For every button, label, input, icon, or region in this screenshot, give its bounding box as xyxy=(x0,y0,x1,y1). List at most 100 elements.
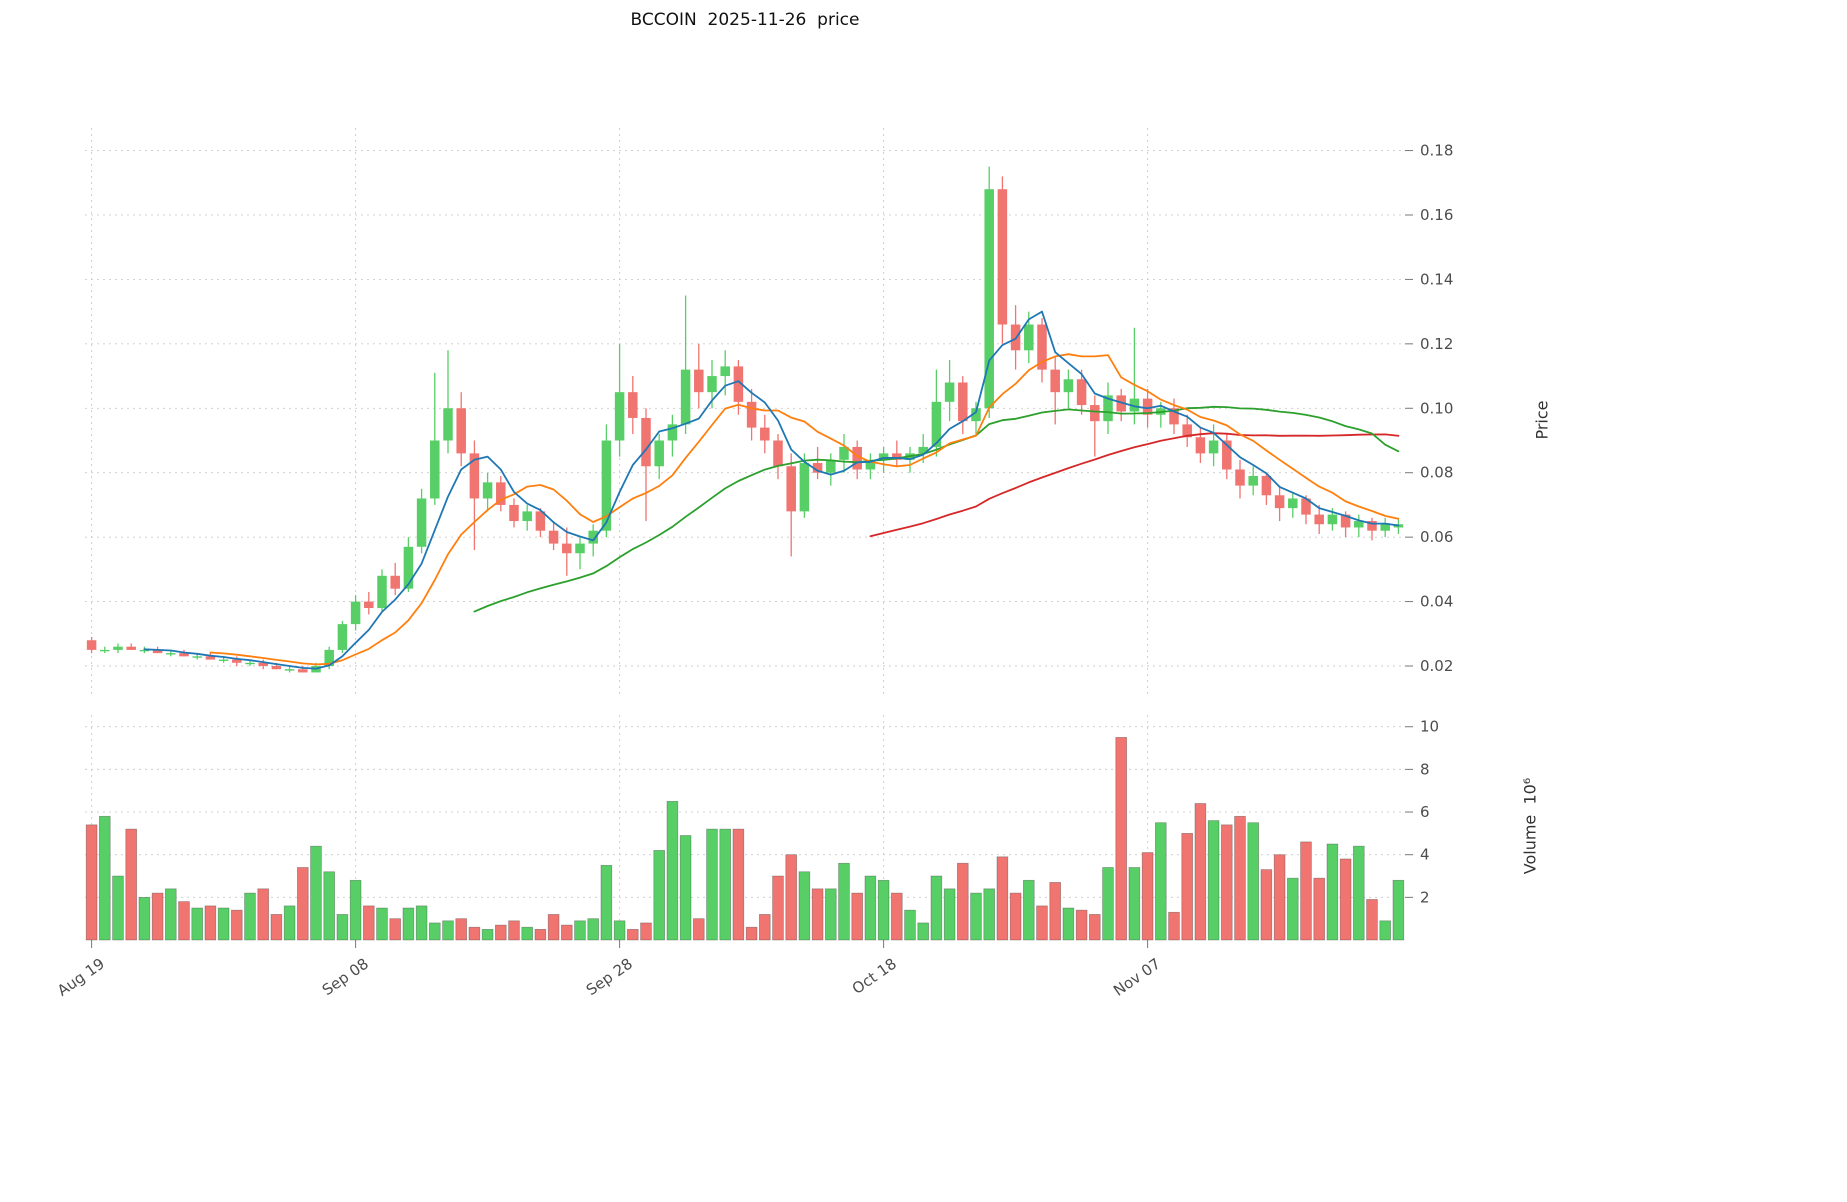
price-tick-label: 0.18 xyxy=(1420,142,1453,160)
candle-body xyxy=(614,392,625,441)
volume-tick-label: 4 xyxy=(1420,846,1430,864)
candle-body xyxy=(667,424,678,441)
volume-bar xyxy=(1062,907,1075,941)
candle-body xyxy=(205,656,216,660)
volume-bar xyxy=(429,922,441,941)
candle-body xyxy=(1367,521,1377,531)
x-tick-label: Sep 08 xyxy=(319,955,372,1000)
candle-body xyxy=(1261,475,1272,496)
volume-tick-label: 6 xyxy=(1420,803,1430,821)
volume-bar xyxy=(732,828,745,941)
volume-bar xyxy=(957,862,969,941)
candle-body xyxy=(271,666,282,670)
candle-body xyxy=(113,646,123,650)
candle-body xyxy=(852,446,862,470)
price-tick-label: 0.08 xyxy=(1420,464,1453,482)
volume-bar xyxy=(627,928,639,941)
volume-bar xyxy=(1194,803,1207,941)
candle-body xyxy=(1090,405,1100,422)
volume-bar xyxy=(1115,737,1127,941)
candle-body xyxy=(443,408,453,441)
candle-body xyxy=(535,511,546,531)
volume-bar xyxy=(442,920,454,941)
volume-bar xyxy=(99,815,111,941)
volume-bar xyxy=(165,888,177,941)
candle-body xyxy=(139,649,150,652)
chart-title: BCCOIN 2025-11-26 price xyxy=(630,10,860,30)
candle-body xyxy=(733,366,744,402)
volume-bar xyxy=(283,905,296,941)
x-tick-label: Oct 18 xyxy=(849,955,900,998)
volume-bar xyxy=(1009,892,1022,941)
candle-body xyxy=(918,446,928,454)
candle-body xyxy=(86,640,97,650)
candle-body xyxy=(390,575,400,589)
candle-body xyxy=(100,649,110,652)
candle-body xyxy=(839,446,849,460)
volume-bar xyxy=(891,892,903,941)
volume-bar xyxy=(1247,822,1259,941)
price-tick-label: 0.16 xyxy=(1420,206,1453,224)
volume-bar xyxy=(376,907,388,941)
candle-body xyxy=(430,440,440,499)
volume-bar xyxy=(613,920,626,941)
price-tick-label: 0.10 xyxy=(1420,399,1453,417)
volume-bar xyxy=(349,879,362,941)
volume-bar xyxy=(389,918,401,941)
volume-bar xyxy=(666,801,679,941)
volume-bar xyxy=(785,854,797,941)
candle-body xyxy=(865,459,876,470)
volume-bar xyxy=(1221,824,1233,941)
volume-bar xyxy=(653,850,665,941)
candle-body xyxy=(179,653,189,657)
volume-bar xyxy=(323,871,335,941)
volume-bar xyxy=(1300,841,1312,941)
candle-body xyxy=(1208,440,1219,454)
volume-bar xyxy=(1260,869,1273,941)
candle-body xyxy=(799,463,810,512)
candle-body xyxy=(126,646,136,650)
candle-body xyxy=(562,543,572,554)
candle-body xyxy=(1288,498,1298,509)
candle-body xyxy=(958,382,968,422)
volume-bar xyxy=(270,914,283,941)
volume-bar xyxy=(917,922,929,941)
sma-60-line xyxy=(869,432,1400,538)
x-axis: Aug 19 Sep 08 Sep 28 Oct 18 Nov 07 xyxy=(54,940,1164,1000)
volume-bar xyxy=(996,856,1009,941)
candle-body xyxy=(1037,324,1047,370)
price-tick-label: 0.06 xyxy=(1420,528,1453,546)
candle-body xyxy=(245,662,255,665)
sma-5-line xyxy=(143,310,1400,670)
volume-bar xyxy=(125,828,137,941)
candle-body xyxy=(1063,379,1074,393)
volume-bar xyxy=(1181,833,1193,941)
volume-bar xyxy=(1089,914,1101,941)
candle-body xyxy=(707,376,717,393)
candle-body xyxy=(575,543,585,554)
candle-body xyxy=(997,189,1008,325)
volume-axis: 2 4 6 8 10 xyxy=(1405,718,1439,906)
volume-bar xyxy=(679,835,692,941)
volume-tick-label: 2 xyxy=(1420,888,1430,906)
candle-body xyxy=(1248,475,1258,486)
candle-body xyxy=(218,659,229,661)
volume-bar xyxy=(864,875,877,941)
volume-bar xyxy=(930,875,943,941)
volume-bar xyxy=(693,918,705,941)
candle-body xyxy=(364,601,374,609)
candle-body xyxy=(1076,379,1087,406)
volume-bar xyxy=(825,888,837,941)
volume-bar xyxy=(415,905,428,941)
price-tick-label: 0.14 xyxy=(1420,270,1453,288)
candle-body xyxy=(1380,524,1390,531)
candle-body xyxy=(152,649,163,654)
volume-bar xyxy=(1353,845,1365,941)
volume-bar xyxy=(1075,909,1088,941)
volume-bar xyxy=(983,888,995,941)
volume-bar xyxy=(1313,877,1325,941)
candle-body xyxy=(1274,495,1285,509)
candle-body xyxy=(1103,395,1113,422)
volume-bar xyxy=(1326,843,1339,941)
